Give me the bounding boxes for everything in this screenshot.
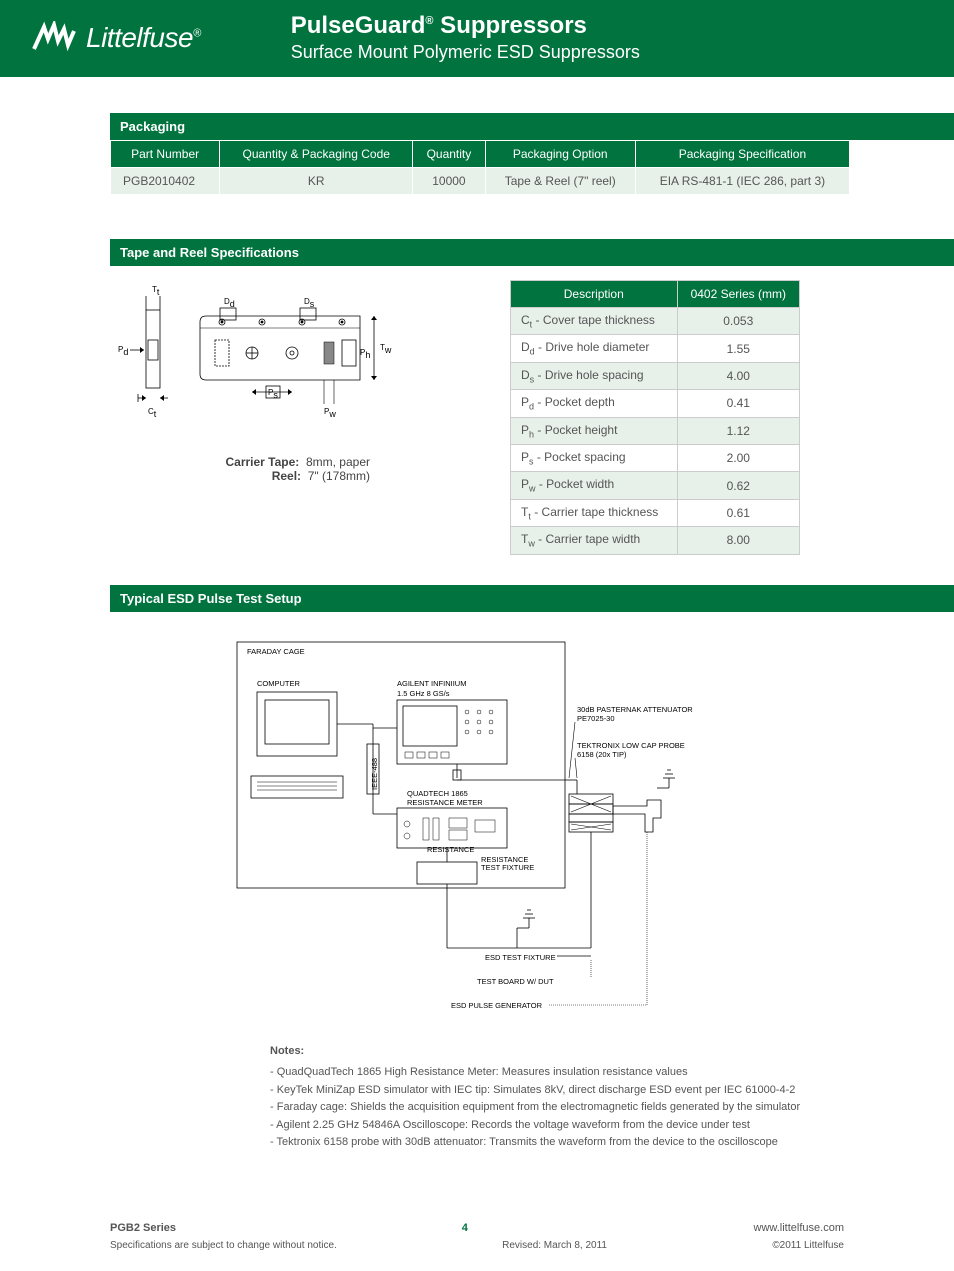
page-title: PulseGuard® Suppressors (291, 12, 640, 40)
svg-text:RESISTANCE: RESISTANCE (427, 845, 474, 854)
spec-val: 4.00 (677, 362, 799, 389)
svg-text:QUADTECH 1865: QUADTECH 1865 (407, 789, 468, 798)
table-row: Ps - Pocket spacing2.00 (511, 444, 800, 471)
svg-text:Tw: Tw (380, 343, 392, 355)
spec-th-desc: Description (511, 281, 678, 308)
td-qty: 10000 (413, 168, 485, 195)
footer-url: www.littelfuse.com (754, 1222, 844, 1234)
th-opt: Packaging Option (485, 141, 635, 168)
note-item: - Faraday cage: Shields the acquisition … (270, 1099, 804, 1117)
spec-desc: Ds - Drive hole spacing (511, 362, 678, 389)
svg-text:IEEE-488: IEEE-488 (370, 757, 379, 789)
svg-text:AGILENT INFINIIUM: AGILENT INFINIIUM (397, 679, 466, 688)
section-packaging-heading: Packaging (110, 113, 954, 140)
table-row: Pd - Pocket depth0.41 (511, 390, 800, 417)
svg-text:TEST BOARD W/ DUT: TEST BOARD W/ DUT (477, 977, 554, 986)
svg-text:Tt: Tt (152, 285, 160, 297)
svg-text:Pd: Pd (118, 345, 128, 357)
th-qty: Quantity (413, 141, 485, 168)
spec-desc: Ph - Pocket height (511, 417, 678, 444)
th-part: Part Number (111, 141, 220, 168)
table-row: Ph - Pocket height1.12 (511, 417, 800, 444)
spec-th-val: 0402 Series (mm) (677, 281, 799, 308)
spec-desc: Tt - Carrier tape thickness (511, 499, 678, 526)
svg-text:ESD TEST FIXTURE: ESD TEST FIXTURE (485, 953, 556, 962)
brand-logo: Littelfuse® (30, 21, 201, 55)
spec-desc: Pd - Pocket depth (511, 390, 678, 417)
note-item: - QuadQuadTech 1865 High Resistance Mete… (270, 1064, 804, 1082)
table-row: Tw - Carrier tape width8.00 (511, 527, 800, 554)
td-code: KR (220, 168, 413, 195)
footer-copyright: ©2011 Littelfuse (772, 1240, 844, 1251)
table-row: Ct - Cover tape thickness0.053 (511, 308, 800, 335)
th-spec: Packaging Specification (635, 141, 849, 168)
table-row: Dd - Drive hole diameter1.55 (511, 335, 800, 362)
footer-page: 4 (462, 1222, 468, 1234)
note-item: - Tektronix 6158 probe with 30dB attenua… (270, 1134, 804, 1152)
svg-text:RESISTANCE METER: RESISTANCE METER (407, 798, 483, 807)
svg-text:1.5 GHz 8 GS/s: 1.5 GHz 8 GS/s (397, 689, 450, 698)
spec-val: 2.00 (677, 444, 799, 471)
svg-text:PE7025-30: PE7025-30 (577, 714, 615, 723)
spec-desc: Dd - Drive hole diameter (511, 335, 678, 362)
svg-text:30dB PASTERNAK ATTENUATOR: 30dB PASTERNAK ATTENUATOR (577, 705, 693, 714)
section-tape-heading: Tape and Reel Specifications (110, 239, 954, 266)
table-row: Tt - Carrier tape thickness0.61 (511, 499, 800, 526)
spec-desc: Pw - Pocket width (511, 472, 678, 499)
logo-mark-icon (30, 21, 78, 55)
footer-revised: Revised: March 8, 2011 (502, 1240, 607, 1251)
svg-text:FARADAY CAGE: FARADAY CAGE (247, 647, 305, 656)
table-header-row: Part Number Quantity & Packaging Code Qu… (111, 141, 850, 168)
svg-text:Ph: Ph (360, 348, 370, 360)
spec-val: 8.00 (677, 527, 799, 554)
svg-text:Pw: Pw (324, 407, 336, 419)
spec-desc: Tw - Carrier tape width (511, 527, 678, 554)
spec-desc: Ps - Pocket spacing (511, 444, 678, 471)
td-opt: Tape & Reel (7" reel) (485, 168, 635, 195)
svg-text:Dd: Dd (224, 297, 235, 309)
page-subtitle: Surface Mount Polymeric ESD Suppressors (291, 42, 640, 63)
logo-text: Littelfuse® (86, 22, 201, 54)
section-setup-heading: Typical ESD Pulse Test Setup (110, 585, 954, 612)
svg-text:ESD PULSE GENERATOR: ESD PULSE GENERATOR (451, 1001, 543, 1010)
table-row: PGB2010402 KR 10000 Tape & Reel (7" reel… (111, 168, 850, 195)
notes-heading: Notes: (270, 1043, 804, 1061)
spec-val: 0.62 (677, 472, 799, 499)
td-part: PGB2010402 (111, 168, 220, 195)
tape-reel-diagram: Tt Pd Ct Dd Ds (110, 280, 410, 483)
test-setup-diagram: FARADAY CAGE COMPUTER AGILENT INFINIIUM … (217, 628, 737, 1033)
footer-disclaimer: Specifications are subject to change wit… (110, 1240, 337, 1251)
footer-series: PGB2 Series (110, 1222, 176, 1234)
svg-text:TEKTRONIX LOW CAP PROBE: TEKTRONIX LOW CAP PROBE (577, 741, 685, 750)
note-item: - KeyTek MiniZap ESD simulator with IEC … (270, 1082, 804, 1100)
svg-text:TEST FIXTURE: TEST FIXTURE (481, 863, 534, 872)
spec-val: 0.61 (677, 499, 799, 526)
th-code: Quantity & Packaging Code (220, 141, 413, 168)
packaging-table: Part Number Quantity & Packaging Code Qu… (110, 140, 850, 195)
note-item: - Agilent 2.25 GHz 54846A Oscilloscope: … (270, 1117, 804, 1135)
header-titles: PulseGuard® Suppressors Surface Mount Po… (291, 12, 640, 63)
svg-text:COMPUTER: COMPUTER (257, 679, 301, 688)
spec-val: 1.12 (677, 417, 799, 444)
spec-val: 1.55 (677, 335, 799, 362)
table-row: Ds - Drive hole spacing4.00 (511, 362, 800, 389)
spec-val: 0.41 (677, 390, 799, 417)
spec-val: 0.053 (677, 308, 799, 335)
notes-block: Notes: - QuadQuadTech 1865 High Resistan… (110, 1043, 844, 1153)
spec-desc: Ct - Cover tape thickness (511, 308, 678, 335)
svg-text:Ct: Ct (148, 407, 157, 419)
td-spec: EIA RS-481-1 (IEC 286, part 3) (635, 168, 849, 195)
table-row: Pw - Pocket width0.62 (511, 472, 800, 499)
spec-table: Description0402 Series (mm) Ct - Cover t… (510, 280, 800, 555)
tape-info: Carrier Tape: 8mm, paper Reel: 7" (178mm… (110, 455, 410, 483)
page-footer: PGB2 Series 4 www.littelfuse.com Specifi… (0, 1172, 954, 1271)
svg-text:Ds: Ds (304, 297, 315, 309)
page-header: Littelfuse® PulseGuard® Suppressors Surf… (0, 0, 954, 77)
svg-text:6158 (20x TIP): 6158 (20x TIP) (577, 750, 627, 759)
